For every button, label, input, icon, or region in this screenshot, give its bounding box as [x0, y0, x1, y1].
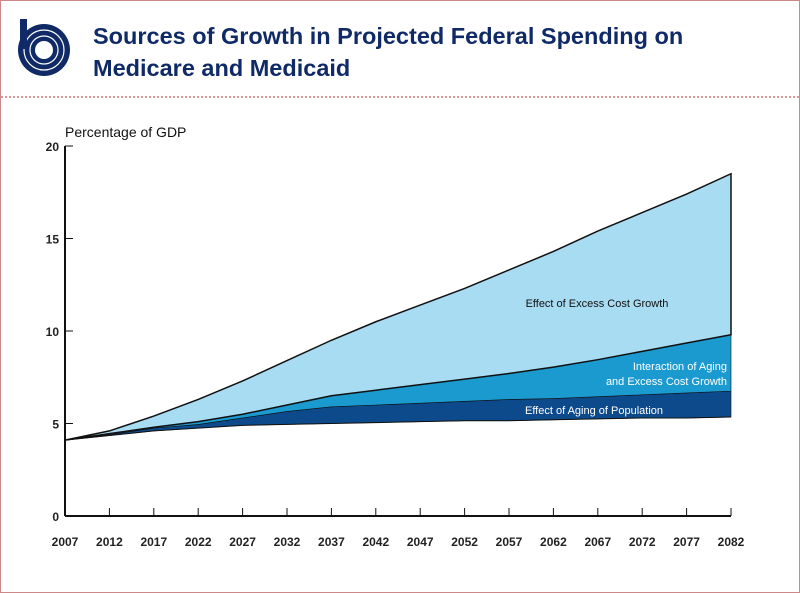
- chart-title: Sources of Growth in Projected Federal S…: [93, 20, 683, 84]
- y-tick-label: 15: [46, 233, 60, 247]
- label-interaction: Interaction of Aging: [633, 361, 727, 373]
- x-tick-label: 2042: [362, 535, 389, 549]
- title-line-2: Medicare and Medicaid: [93, 55, 351, 81]
- x-tick-label: 2032: [274, 535, 301, 549]
- y-tick-label: 5: [52, 418, 59, 432]
- baseline-line: [64, 416, 732, 441]
- y-axis-label: Percentage of GDP: [65, 124, 186, 140]
- x-tick-label: 2047: [407, 535, 434, 549]
- label-aging: Effect of Aging of Population: [525, 405, 663, 417]
- title-line-1: Sources of Growth in Projected Federal S…: [93, 23, 684, 49]
- x-tick-label: 2012: [96, 535, 123, 549]
- header: Sources of Growth in Projected Federal S…: [1, 1, 799, 98]
- y-tick-label: 10: [46, 325, 60, 339]
- x-tick-label: 2077: [673, 535, 700, 549]
- x-tick-label: 2022: [185, 535, 212, 549]
- x-tick-label: 2057: [496, 535, 523, 549]
- x-tick-label: 2062: [540, 535, 567, 549]
- label-excess-cost-growth: Effect of Excess Cost Growth: [526, 298, 669, 310]
- x-tick-label: 2017: [140, 535, 167, 549]
- y-tick-label: 0: [52, 510, 59, 524]
- x-tick-label: 2037: [318, 535, 345, 549]
- y-tick-label: 20: [46, 140, 60, 154]
- x-tick-label: 2072: [629, 535, 656, 549]
- x-tick-label: 2082: [718, 535, 745, 549]
- x-tick-label: 2007: [52, 535, 79, 549]
- area-effect-of-excess-cost-growth: [64, 172, 732, 441]
- x-tick-label: 2052: [451, 535, 478, 549]
- x-tick-label: 2027: [229, 535, 256, 549]
- cbo-logo-icon: [18, 19, 70, 76]
- label-interaction: and Excess Cost Growth: [606, 376, 727, 388]
- x-tick-label: 2067: [584, 535, 611, 549]
